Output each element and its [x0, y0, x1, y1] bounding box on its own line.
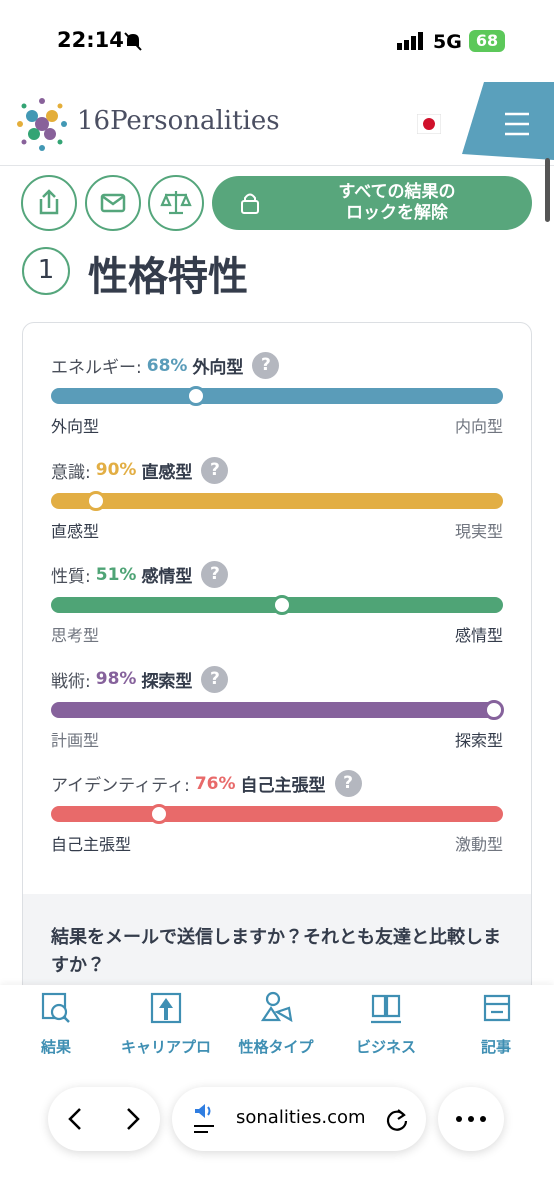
trait-label: アイデンティティ: [51, 776, 190, 796]
status-time: 22:14 [57, 28, 124, 52]
left-pole: 直感型 [51, 521, 100, 541]
url: sonalities.com [236, 1107, 366, 1128]
trait-marker [185, 386, 206, 406]
trait-bar [51, 492, 503, 509]
nav-icon [483, 994, 511, 1022]
trait-percent: 51% [95, 564, 137, 585]
more-button[interactable] [438, 1087, 504, 1151]
nav-item[interactable]: ビジネス [331, 990, 441, 1057]
nav-label: 結果 [40, 1038, 71, 1056]
left-pole: 思考型 [51, 626, 100, 645]
nav-icon [150, 992, 182, 1024]
logo-mark [17, 98, 67, 151]
nav-icon [260, 991, 293, 1023]
help-icon[interactable]: ? [334, 770, 362, 797]
section-number: 1 [22, 247, 70, 295]
battery: 68 [469, 30, 505, 52]
nav-icon [41, 992, 70, 1023]
trait-marker [483, 699, 504, 720]
email-button[interactable] [85, 175, 141, 231]
trait-type: 外向型 [192, 358, 244, 378]
trait-heading: 意識: 90% 直感型? [51, 456, 229, 484]
signal-icon [397, 32, 423, 50]
trait-heading: 性質: 51% 感情型? [51, 561, 229, 588]
trait-label: 意識: [51, 462, 91, 483]
logo-text[interactable]: 16Personalities [77, 106, 280, 136]
nav-label: 記事 [480, 1038, 511, 1056]
help-icon[interactable]: ? [201, 561, 229, 588]
trait-marker [86, 490, 107, 511]
back-button[interactable] [68, 1108, 81, 1130]
help-icon[interactable]: ? [201, 456, 229, 484]
help-icon[interactable]: ? [201, 665, 229, 693]
compare-button[interactable] [148, 175, 204, 231]
mute-icon [124, 32, 142, 51]
network: 5G [433, 31, 462, 53]
trait-bar [51, 701, 503, 718]
nav-label: ビジネス [355, 1038, 416, 1056]
address-bar[interactable]: sonalities.com [172, 1087, 426, 1151]
forward-button[interactable] [127, 1108, 140, 1130]
nav-item[interactable]: 性格タイプ [221, 990, 331, 1057]
right-pole: 現実型 [454, 521, 503, 541]
trait-label: 戦術: [51, 671, 91, 692]
trait-percent: 98% [95, 669, 137, 689]
nav-label: 性格タイプ [238, 1038, 314, 1056]
trait-label: 性質: [51, 567, 91, 587]
help-icon[interactable]: ? [252, 352, 280, 379]
trait-type: 探索型 [141, 671, 193, 692]
trait-percent: 90% [95, 460, 137, 480]
trait-marker [149, 804, 170, 824]
nav-label: キャリアプロ [120, 1038, 211, 1056]
trait-type: 感情型 [141, 567, 193, 587]
trait-heading: 戦術: 98% 探索型? [51, 665, 229, 693]
scrollbar [545, 158, 550, 222]
trait-type: 直感型 [141, 462, 193, 483]
right-pole: 探索型 [454, 730, 503, 750]
share-button[interactable] [21, 175, 77, 231]
trait-heading: エネルギー: 68% 外向型? [51, 352, 280, 379]
trait-bar [51, 806, 503, 822]
unlock-button[interactable]: すべての結果の ロックを解除 [212, 176, 532, 230]
section-title: 性格特性 [88, 254, 248, 300]
share-prompt: 結果をメールで送信しますか？それとも友達と比較しますか？ [51, 927, 501, 976]
trait-percent: 76% [194, 773, 236, 794]
menu-button[interactable] [462, 82, 554, 160]
nav-item[interactable]: キャリアプロ [111, 990, 221, 1057]
right-pole: 感情型 [454, 626, 503, 645]
language-flag[interactable] [417, 114, 441, 134]
trait-label: エネルギー: [51, 358, 142, 378]
history-buttons [48, 1087, 160, 1151]
left-pole: 自己主張型 [51, 835, 132, 854]
right-pole: 内向型 [454, 417, 503, 436]
trait-marker [271, 595, 292, 615]
nav-icon [371, 994, 401, 1024]
header-divider [0, 165, 554, 166]
right-pole: 激動型 [454, 835, 503, 854]
nav-item[interactable]: 記事 [441, 990, 551, 1057]
left-pole: 外向型 [51, 417, 100, 436]
trait-heading: アイデンティティ: 76% 自己主張型? [51, 770, 362, 797]
nav-item[interactable]: 結果 [1, 990, 111, 1057]
unlock-label: すべての結果の ロックを解除 [338, 182, 456, 223]
trait-percent: 68% [146, 355, 188, 376]
trait-bar [51, 388, 503, 404]
left-pole: 計画型 [51, 730, 100, 750]
trait-type: 自己主張型 [240, 776, 326, 796]
